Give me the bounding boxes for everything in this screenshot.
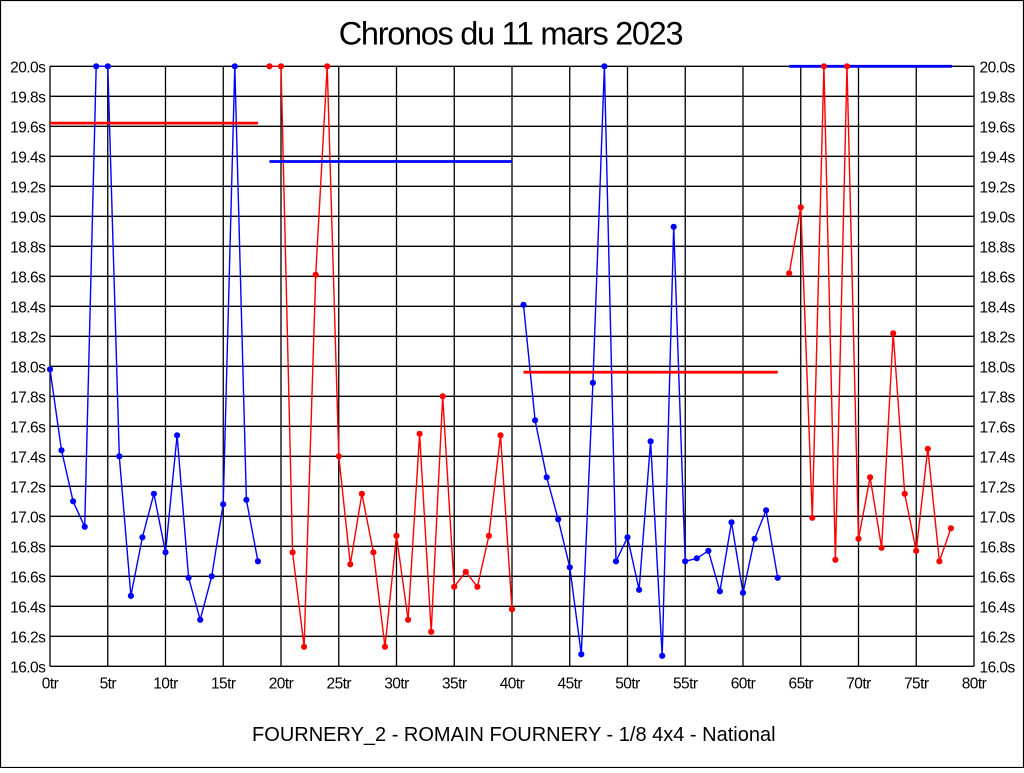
svg-text:17.6s: 17.6s [10,420,46,437]
svg-text:16.2s: 16.2s [10,630,46,647]
svg-text:65tr: 65tr [789,676,814,693]
svg-text:15tr: 15tr [211,676,236,693]
svg-text:70tr: 70tr [846,676,871,693]
svg-text:19.2s: 19.2s [10,180,46,197]
svg-text:17.0s: 17.0s [980,510,1016,527]
svg-text:17.6s: 17.6s [980,420,1016,437]
svg-text:16.4s: 16.4s [980,600,1016,617]
svg-text:16.6s: 16.6s [980,570,1016,587]
svg-text:25tr: 25tr [327,676,352,693]
svg-text:17.8s: 17.8s [980,390,1016,407]
svg-text:17.2s: 17.2s [980,480,1016,497]
svg-text:16.4s: 16.4s [10,600,46,617]
svg-text:16.0s: 16.0s [980,660,1016,677]
svg-text:17.4s: 17.4s [980,450,1016,467]
svg-text:55tr: 55tr [673,676,698,693]
svg-text:Chronos du 11 mars 2023: Chronos du 11 mars 2023 [339,16,683,52]
svg-text:18.8s: 18.8s [10,240,46,257]
svg-text:30tr: 30tr [384,676,409,693]
svg-text:17.4s: 17.4s [10,450,46,467]
svg-text:19.2s: 19.2s [980,180,1016,197]
svg-text:20.0s: 20.0s [980,60,1016,77]
svg-text:16.6s: 16.6s [10,570,46,587]
svg-text:18.2s: 18.2s [10,330,46,347]
svg-text:35tr: 35tr [442,676,467,693]
svg-text:17.8s: 17.8s [10,390,46,407]
svg-text:17.2s: 17.2s [10,480,46,497]
svg-text:19.6s: 19.6s [980,120,1016,137]
svg-text:0tr: 0tr [42,676,59,693]
svg-text:18.2s: 18.2s [980,330,1016,347]
svg-text:45tr: 45tr [558,676,583,693]
svg-text:20.0s: 20.0s [10,60,46,77]
svg-text:19.4s: 19.4s [10,150,46,167]
svg-text:50tr: 50tr [615,676,640,693]
svg-text:16.8s: 16.8s [10,540,46,557]
svg-text:20tr: 20tr [269,676,294,693]
svg-text:19.0s: 19.0s [10,210,46,227]
svg-text:16.8s: 16.8s [980,540,1016,557]
svg-text:19.8s: 19.8s [10,90,46,107]
svg-text:10tr: 10tr [153,676,178,693]
svg-text:18.6s: 18.6s [980,270,1016,287]
svg-text:FOURNERY_2 - ROMAIN FOURNERY -: FOURNERY_2 - ROMAIN FOURNERY - 1/8 4x4 -… [252,724,775,746]
svg-text:18.4s: 18.4s [980,300,1016,317]
svg-text:17.0s: 17.0s [10,510,46,527]
svg-text:18.0s: 18.0s [10,360,46,377]
svg-text:5tr: 5tr [100,676,117,693]
svg-text:18.4s: 18.4s [10,300,46,317]
svg-text:16.2s: 16.2s [980,630,1016,647]
svg-text:19.0s: 19.0s [980,210,1016,227]
svg-text:60tr: 60tr [731,676,756,693]
svg-text:18.0s: 18.0s [980,360,1016,377]
svg-text:19.6s: 19.6s [10,120,46,137]
svg-text:75tr: 75tr [904,676,929,693]
svg-text:80tr: 80tr [962,676,987,693]
svg-text:16.0s: 16.0s [10,660,46,677]
svg-text:40tr: 40tr [500,676,525,693]
svg-text:19.8s: 19.8s [980,90,1016,107]
svg-text:18.6s: 18.6s [10,270,46,287]
svg-text:19.4s: 19.4s [980,150,1016,167]
svg-text:18.8s: 18.8s [980,240,1016,257]
